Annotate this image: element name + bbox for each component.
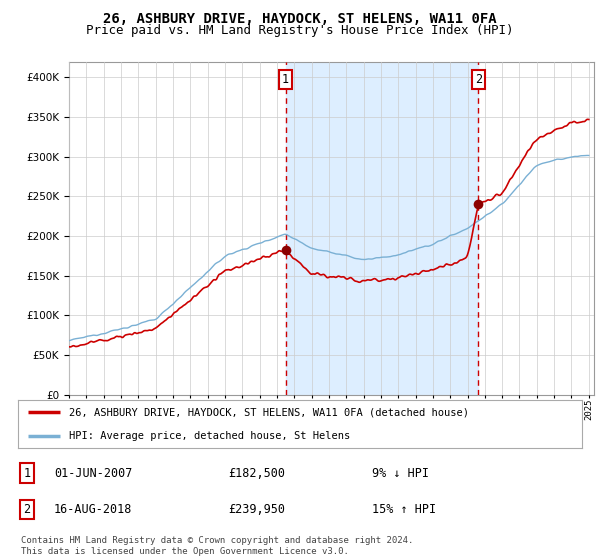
Text: 2: 2 <box>23 503 31 516</box>
Text: £239,950: £239,950 <box>228 503 285 516</box>
Text: Price paid vs. HM Land Registry's House Price Index (HPI): Price paid vs. HM Land Registry's House … <box>86 24 514 36</box>
Text: 15% ↑ HPI: 15% ↑ HPI <box>372 503 436 516</box>
Text: 16-AUG-2018: 16-AUG-2018 <box>54 503 133 516</box>
Text: HPI: Average price, detached house, St Helens: HPI: Average price, detached house, St H… <box>69 431 350 441</box>
Text: 26, ASHBURY DRIVE, HAYDOCK, ST HELENS, WA11 0FA: 26, ASHBURY DRIVE, HAYDOCK, ST HELENS, W… <box>103 12 497 26</box>
Text: 1: 1 <box>23 466 31 480</box>
Text: 2: 2 <box>475 73 482 86</box>
Text: 1: 1 <box>282 73 289 86</box>
Text: Contains HM Land Registry data © Crown copyright and database right 2024.
This d: Contains HM Land Registry data © Crown c… <box>21 536 413 556</box>
Text: 01-JUN-2007: 01-JUN-2007 <box>54 466 133 480</box>
Bar <box>286 62 478 395</box>
Text: 26, ASHBURY DRIVE, HAYDOCK, ST HELENS, WA11 0FA (detached house): 26, ASHBURY DRIVE, HAYDOCK, ST HELENS, W… <box>69 407 469 417</box>
Text: 9% ↓ HPI: 9% ↓ HPI <box>372 466 429 480</box>
Text: £182,500: £182,500 <box>228 466 285 480</box>
